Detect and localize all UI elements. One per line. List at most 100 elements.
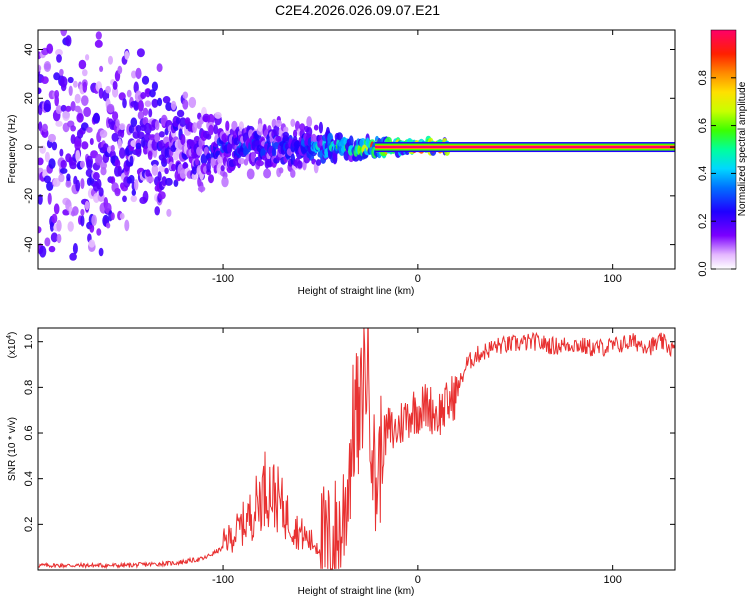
spectrogram-cell	[133, 81, 139, 94]
spectrogram-cell	[119, 147, 126, 159]
spectrogram-cell	[96, 228, 102, 236]
snr-x-tick-label: 100	[603, 574, 621, 586]
spectrogram-cell	[136, 48, 145, 58]
spectrogram-cell	[65, 105, 72, 112]
spectrogram-cell	[200, 153, 208, 165]
spectrogram-cell	[182, 162, 189, 169]
spectrogram-cell	[126, 89, 132, 98]
snr-ticks: -100 0 100 0.2 0.4 0.6 0.8 1.0	[23, 328, 675, 586]
spectrogram-cell	[84, 200, 90, 211]
spectrogram-cell	[182, 91, 189, 99]
snr-y-tick-label: 1.0	[23, 334, 35, 349]
spectrogram-cell	[76, 113, 84, 123]
spectrogram-cell	[157, 97, 163, 107]
spectrogram-cell	[176, 109, 185, 118]
spectrogram-cell	[154, 132, 161, 143]
spectrogram-cell	[128, 125, 135, 134]
spectrogram-cell	[114, 188, 121, 197]
spectrogram-cell	[246, 168, 255, 180]
spectrogram-cell	[43, 61, 52, 72]
spectrogram-cell	[210, 157, 216, 165]
spectrogram-cell	[95, 31, 102, 40]
spectrogram-cell	[110, 212, 115, 221]
spectrogram-cell	[282, 131, 289, 139]
spectrogram-cell	[59, 148, 64, 157]
spectrogram-cell	[164, 167, 169, 175]
spectrogram-cell	[144, 100, 152, 107]
spectrogram-cell	[117, 65, 123, 75]
snr-y-axis-label: SNR (10 * v/v)	[7, 417, 18, 481]
spectrogram-cell	[148, 108, 153, 118]
spectrogram-x-tick-label: 100	[603, 273, 621, 285]
spectrogram-cell	[86, 126, 93, 133]
spectrogram-cell	[179, 169, 186, 180]
spectrogram-cell	[257, 123, 263, 132]
spectrogram-cell	[91, 214, 97, 226]
spectrogram-x-tick-label: -100	[212, 273, 234, 285]
spectrogram-cell	[62, 110, 70, 122]
spectrogram-cell	[38, 64, 42, 72]
spectrogram-cell	[220, 165, 225, 172]
spectrogram-cell	[80, 215, 85, 227]
spectrogram-y-axis-label: Frequency (Hz)	[7, 115, 18, 184]
spectrogram-cell	[105, 222, 111, 229]
spectrogram-y-tick-label: 40	[23, 43, 35, 55]
spectrogram-cell	[221, 133, 229, 143]
snr-y-tick-label: 0.2	[23, 517, 35, 532]
spectrogram-cell	[161, 156, 167, 164]
spectrogram-cell	[53, 203, 60, 215]
spectrogram-cell	[44, 151, 50, 163]
spectrogram-y-tick-label: -20	[23, 188, 35, 204]
spectrogram-cell	[128, 174, 135, 184]
spectrogram-cell	[72, 243, 78, 255]
spectrogram-cell	[75, 179, 81, 192]
spectrogram-cell	[66, 173, 71, 182]
spectrogram-cell	[89, 138, 94, 145]
colorbar-ticks: 0.0 0.2 0.4 0.6 0.8	[697, 70, 736, 277]
spectrogram-cell	[226, 142, 233, 154]
colorbar: 0.0 0.2 0.4 0.6 0.8 Normalized spectral ampl…	[697, 29, 748, 277]
spectrogram-ridge-core	[375, 146, 675, 149]
spectrogram-cell	[231, 120, 238, 131]
spectrogram-cell	[158, 131, 165, 138]
spectrogram-cell	[154, 120, 160, 131]
spectrogram-panel: -100 0 100 -40 -20 0 20 40 Height of straight l…	[7, 29, 676, 297]
spectrogram-cell	[130, 117, 138, 128]
spectrogram-cell	[137, 110, 145, 120]
snr-y-tick-label: 0.6	[23, 425, 35, 440]
spectrogram-cell	[55, 120, 63, 127]
spectrogram-cell	[207, 113, 215, 126]
spectrogram-cell	[78, 59, 87, 70]
spectrogram-cell	[86, 159, 93, 170]
spectrogram-cell	[47, 192, 52, 205]
spectrogram-cell	[143, 146, 148, 155]
spectrogram-cell	[60, 159, 67, 169]
spectrogram-cell	[165, 177, 173, 186]
spectrogram-y-tick-label: 0	[23, 144, 35, 150]
spectrogram-cell	[73, 80, 78, 88]
snr-scale-label: (x104)	[6, 332, 18, 359]
spectrogram-cell	[69, 252, 77, 261]
spectrogram-cell	[182, 99, 189, 110]
spectrogram-cell	[275, 119, 283, 128]
spectrogram-cell	[130, 140, 138, 147]
spectrogram-cell	[272, 146, 277, 158]
spectrogram-x-tick-label: 0	[415, 273, 421, 285]
spectrogram-cell	[56, 219, 62, 232]
spectrogram-cell	[156, 63, 163, 73]
spectrogram-cell	[140, 92, 147, 99]
spectrogram-cell	[157, 171, 162, 182]
spectrogram-cell	[80, 208, 85, 216]
spectrogram-cell	[105, 85, 111, 94]
spectrogram-cell	[82, 81, 88, 93]
spectrogram-cell	[145, 88, 151, 98]
spectrogram-cell	[112, 80, 118, 90]
snr-scale-exponent: 4	[6, 335, 13, 339]
spectrogram-cell	[85, 54, 90, 61]
spectrogram-cell	[256, 160, 264, 167]
spectrogram-cell	[74, 93, 81, 104]
spectrogram-cell	[49, 221, 55, 232]
spectrogram-cell	[82, 69, 88, 77]
spectrogram-cell	[100, 167, 107, 176]
